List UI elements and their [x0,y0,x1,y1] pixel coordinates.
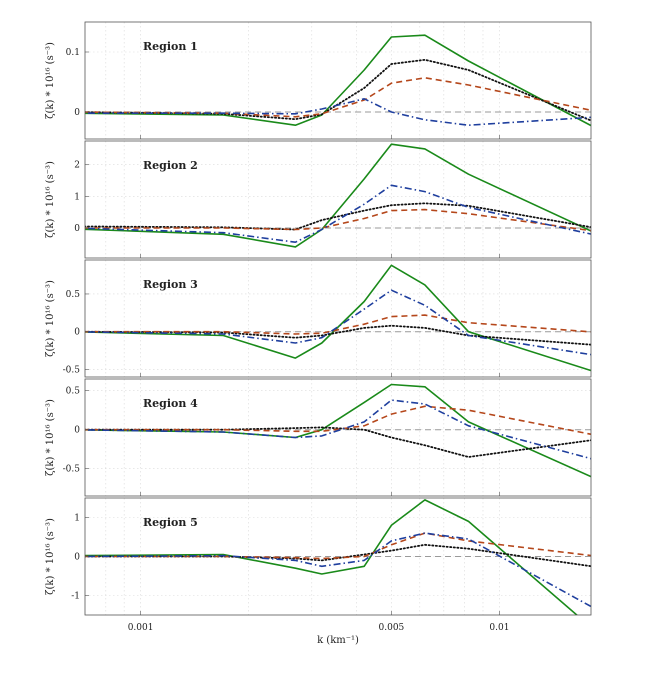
chart-panels: 0 0.1 Region 1 ζ(k) * 10¹⁶ (s⁻³) 0 1 2 Region 2… [45,21,592,633]
region-title: Region 3 [143,278,198,291]
y-tick-label: 0.1 [66,48,80,58]
y-tick-label: 0 [74,553,80,563]
panel-region-2: 0 1 2 Region 2 ζ(k) * 10¹⁶ (s⁻³) [45,140,592,259]
series-line-green-solid [85,264,591,372]
series-line-blue-dashdot [85,399,591,460]
series-line-green-solid [85,383,591,478]
panel-region-3: -0.5 0 0.5 Region 3 ζ(k) * 10¹⁶ (s⁻³) [45,259,592,378]
series-line-red-dashed [85,77,591,118]
y-tick-label: 0 [74,328,80,338]
series-line-red-dashed [85,532,591,560]
y-tick-label: 0 [74,224,80,234]
region-title: Region 1 [143,40,198,53]
y-axis-title: ζ(k) * 10¹⁶ (s⁻³) [45,280,56,357]
series-line-blue-dashdot [85,98,591,126]
y-tick-label: 1 [74,514,80,524]
y-axis-title: ζ(k) * 10¹⁶ (s⁻³) [45,518,56,595]
series-line-green-solid [85,34,591,127]
series-line-red-dashed [85,314,591,335]
y-axis-title: ζ(k) * 10¹⁶ (s⁻³) [45,399,56,476]
series-line-red-dashed [85,405,591,436]
y-tick-label: -1 [71,592,80,602]
series-group [85,499,591,615]
series-group [85,264,591,372]
series-line-black-dotted [85,426,591,458]
series-line-black-dotted [85,202,591,231]
panel-region-4: -0.5 0 0.5 Region 4 ζ(k) * 10¹⁶ (s⁻³) [45,378,592,497]
y-axis-title: ζ(k) * 10¹⁶ (s⁻³) [45,42,56,119]
region-title: Region 4 [143,397,198,410]
plot-frame [84,21,592,140]
x-axis-title: k (km⁻¹) [317,635,359,646]
y-tick-label: 2 [74,161,80,171]
plot-frame [84,259,592,378]
region-title: Region 2 [143,159,198,172]
y-tick-label: 0.5 [66,290,81,300]
series-line-blue-dashdot [85,184,591,243]
panel-region-1: 0 0.1 Region 1 ζ(k) * 10¹⁶ (s⁻³) [45,21,592,140]
x-tick-label: 0.005 [379,623,405,633]
x-tick-label: 0.01 [489,623,509,633]
series-line-blue-dashdot [85,532,591,608]
y-tick-label: 0.5 [66,387,81,397]
panel-region-5: -1 0 1 Region 5 ζ(k) * 10¹⁶ (s⁻³) [45,497,592,616]
plot-frame [84,378,592,497]
plot-frame [84,140,592,259]
y-tick-label: -0.5 [63,465,81,475]
series-group [85,383,591,478]
y-tick-label: 1 [74,192,80,202]
series-line-blue-dashdot [85,289,591,356]
series-line-green-solid [85,499,579,615]
series-line-black-dotted [85,58,591,122]
series-group [85,143,591,248]
y-tick-label: -0.5 [63,365,81,375]
x-tick-label: 0.001 [128,623,154,633]
series-line-black-dotted [85,324,591,346]
series-line-green-solid [85,143,591,248]
series-group [85,34,591,127]
y-tick-label: 0 [74,426,80,436]
series-line-red-dashed [85,208,591,232]
region-title: Region 5 [143,516,198,529]
y-tick-label: 0 [74,108,80,118]
y-axis-title: ζ(k) * 10¹⁶ (s⁻³) [45,161,56,238]
